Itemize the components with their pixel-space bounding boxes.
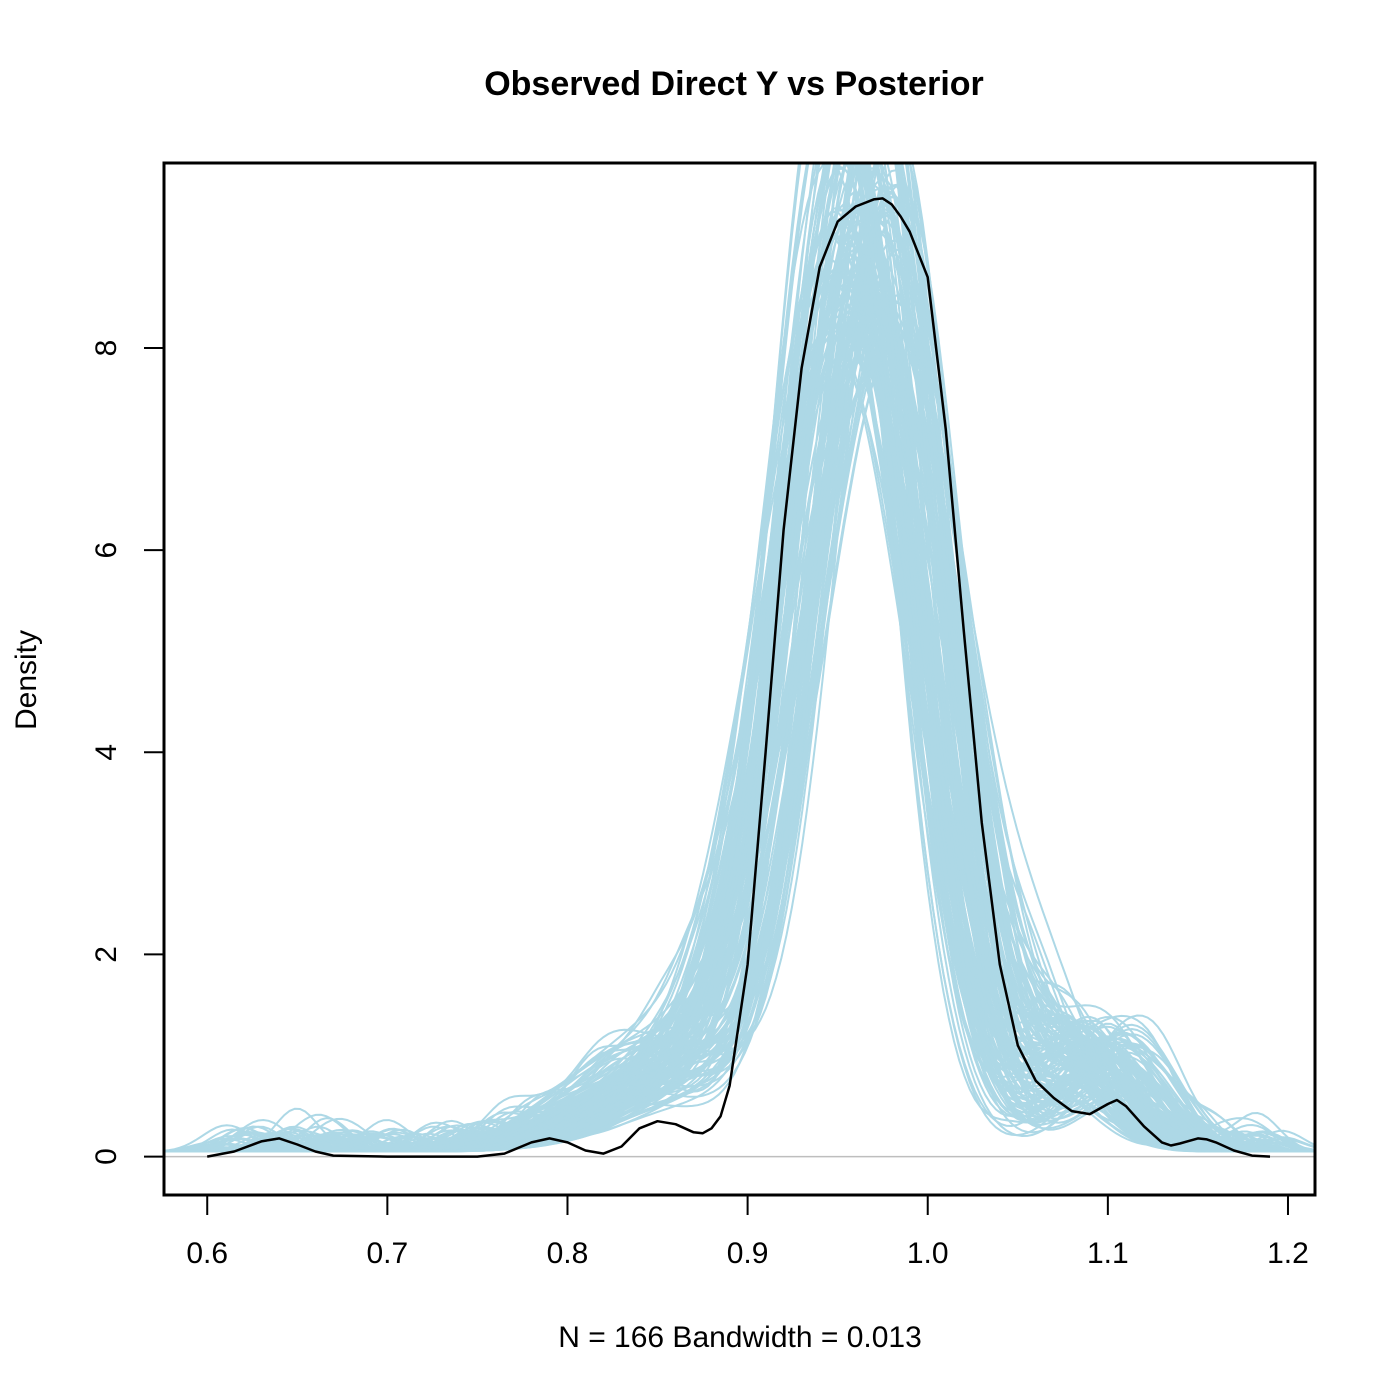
posterior-density-line — [164, 163, 1315, 1153]
x-axis-label: N = 166 Bandwidth = 0.013 — [558, 1321, 922, 1354]
x-tick-label: 0.7 — [366, 1237, 408, 1270]
posterior-density-line — [164, 267, 1315, 1153]
posterior-density-line — [164, 163, 1315, 1153]
x-tick-label: 0.9 — [727, 1237, 769, 1270]
chart-title: Observed Direct Y vs Posterior — [484, 65, 984, 103]
x-tick-label: 1.0 — [907, 1237, 949, 1270]
y-axis-label: Density — [10, 630, 43, 730]
y-tick-label: 4 — [90, 744, 123, 761]
posterior-density-line — [164, 274, 1315, 1153]
plot-frame — [162, 161, 1317, 1197]
plot-area — [164, 163, 1315, 1158]
y-tick-label: 0 — [90, 1148, 123, 1165]
y-tick-label: 2 — [90, 946, 123, 963]
observed-density-line — [206, 197, 1271, 1158]
x-tick-label: 0.8 — [547, 1237, 589, 1270]
y-tick-label: 8 — [90, 340, 123, 357]
y-tick-label: 6 — [90, 542, 123, 559]
axes: 0.6 0.7 0.8 0.9 1.0 1.1 1.2 0 2 4 6 8 — [90, 340, 1309, 1270]
x-tick-label: 0.6 — [186, 1237, 228, 1270]
x-tick-label: 1.1 — [1087, 1237, 1129, 1270]
posterior-density-line — [164, 293, 1315, 1153]
x-tick-label: 1.2 — [1267, 1237, 1309, 1270]
posterior-density-line — [164, 357, 1315, 1153]
